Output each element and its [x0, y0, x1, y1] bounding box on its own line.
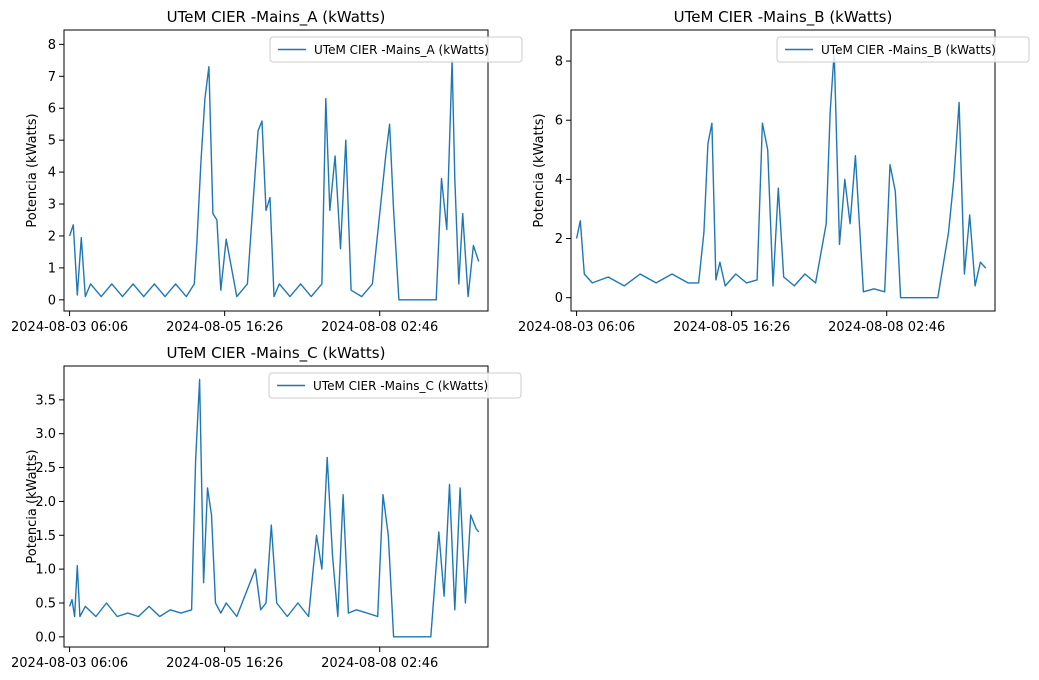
legend-box: [776, 36, 1030, 63]
legend-label: UTeM CIER -Mains_B (kWatts): [821, 43, 996, 57]
series-line: [68, 378, 480, 638]
x-tick-label: 2024-08-08 02:46: [321, 656, 438, 671]
y-tick-label: 2: [48, 229, 56, 244]
subplot-3: UTeM CIER -Mains_C (kWatts) 0.0 0.5 1.0 1.5 2…: [11, 344, 522, 671]
x-tick-label: 2024-08-05 16:26: [166, 320, 283, 335]
legend: UTeM CIER -Mains_C (kWatts): [268, 372, 522, 399]
y-tick-label: 4: [555, 173, 563, 188]
y-tick-label: 6: [48, 102, 56, 117]
y-tick-label: 3.0: [35, 427, 56, 442]
y-tick-label: 1.5: [35, 529, 56, 544]
y-tick-label: 8: [555, 55, 563, 70]
x-tick-label: 2024-08-03 06:06: [518, 320, 635, 335]
x-tick-label: 2024-08-08 02:46: [321, 320, 438, 335]
legend-box: [269, 36, 523, 63]
legend-label: UTeM CIER -Mains_A (kWatts): [314, 43, 489, 57]
y-tick-label: 4: [48, 166, 56, 181]
chart-title: UTeM CIER -Mains_C (kWatts): [167, 344, 386, 363]
subplot-1: UTeM CIER -Mains_A (kWatts) 0 1 2 3 4 5 6 7 8 2024…: [11, 8, 523, 335]
y-tick-label: 5: [48, 134, 56, 149]
legend: UTeM CIER -Mains_A (kWatts): [269, 36, 523, 63]
legend-label: UTeM CIER -Mains_C (kWatts): [313, 379, 488, 393]
y-tick-label: 1.0: [35, 563, 56, 578]
x-tick-label: 2024-08-05 16:26: [166, 656, 283, 671]
plot-frame: [570, 29, 996, 312]
y-tick-label: 8: [48, 38, 56, 53]
series-line: [68, 59, 480, 301]
y-tick-label: 0: [48, 293, 56, 308]
plot-frame: [63, 365, 489, 648]
y-tick-label: 3.5: [35, 393, 56, 408]
chart-title: UTeM CIER -Mains_B (kWatts): [674, 8, 893, 27]
y-tick-label: 2.0: [35, 495, 56, 510]
subplot-2: UTeM CIER -Mains_B (kWatts) 0 2 4 6 8 2024-08-…: [518, 8, 1030, 335]
chart-title: UTeM CIER -Mains_A (kWatts): [167, 8, 386, 27]
y-axis-label: Potencia (kWatts): [532, 113, 547, 227]
x-tick-label: 2024-08-03 06:06: [11, 320, 128, 335]
x-tick-label: 2024-08-08 02:46: [828, 320, 945, 335]
y-axis-label: Potencia (kWatts): [25, 113, 40, 227]
y-tick-label: 7: [48, 70, 56, 85]
legend: UTeM CIER -Mains_B (kWatts): [776, 36, 1030, 63]
y-tick-label: 2.5: [35, 461, 56, 476]
y-tick-label: 0: [555, 291, 563, 306]
y-axis-label: Potencia (kWatts): [25, 449, 40, 563]
y-tick-label: 0.0: [35, 630, 56, 645]
y-tick-label: 3: [48, 198, 56, 213]
legend-box: [268, 372, 522, 399]
x-tick-label: 2024-08-05 16:26: [673, 320, 790, 335]
plot-frame: [63, 29, 489, 312]
y-tick-label: 0.5: [35, 596, 56, 611]
y-tick-label: 6: [555, 114, 563, 129]
series-line: [575, 51, 987, 299]
y-tick-label: 2: [555, 232, 563, 247]
y-tick-label: 1: [48, 261, 56, 276]
x-tick-label: 2024-08-03 06:06: [11, 656, 128, 671]
